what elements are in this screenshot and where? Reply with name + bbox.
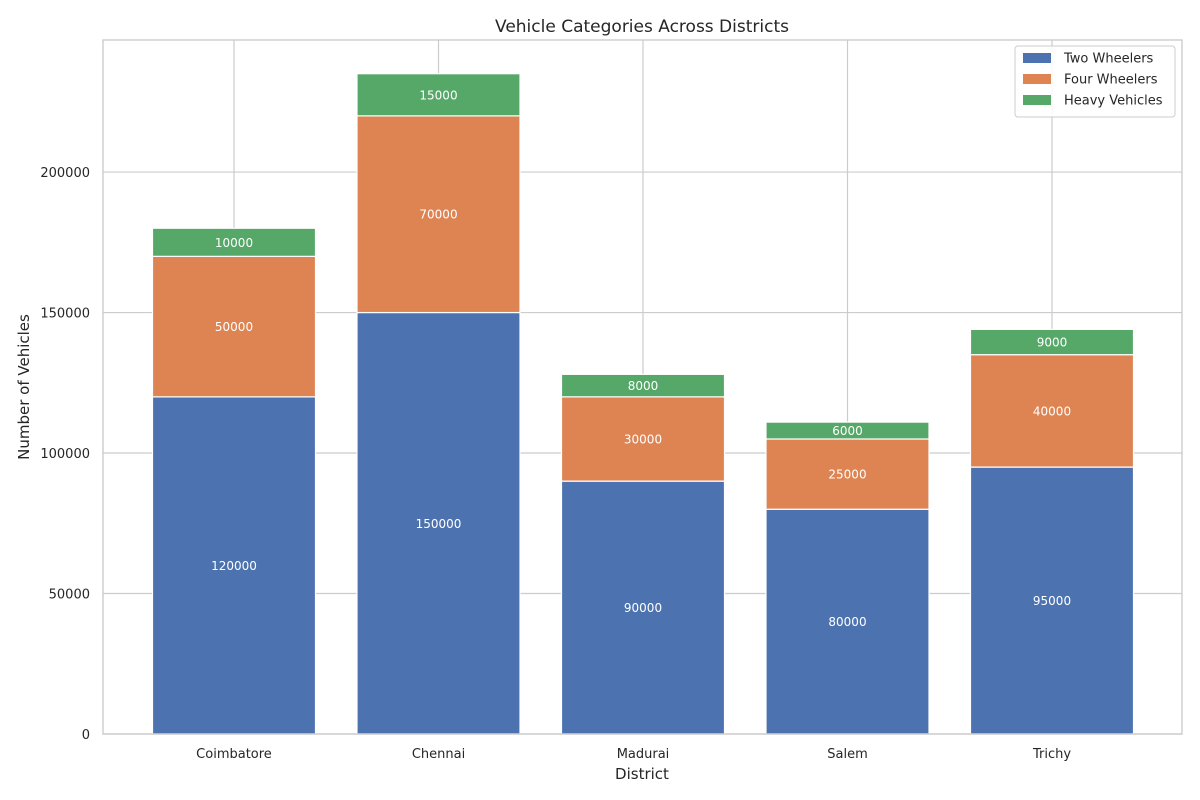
bar-value-label: 6000 xyxy=(832,424,863,438)
legend-swatch xyxy=(1023,53,1051,63)
legend-label: Heavy Vehicles xyxy=(1064,94,1163,109)
y-tick-label: 200000 xyxy=(40,166,90,181)
legend: Two Wheelers Four Wheelers Heavy Vehicles xyxy=(1014,45,1176,118)
bars-layer xyxy=(151,73,1135,735)
bar-value-label: 90000 xyxy=(624,601,662,615)
y-tick-label: 100000 xyxy=(40,447,90,462)
legend-swatch xyxy=(1023,95,1051,105)
legend-label: Four Wheelers xyxy=(1064,73,1158,88)
y-axis-label: Number of Vehicles xyxy=(15,314,33,460)
x-tick-label: Salem xyxy=(827,747,868,762)
ticks-layer: 0 50000 100000 150000 200000 Coimbatore Chenna… xyxy=(40,166,1071,762)
bar-value-label: 8000 xyxy=(628,379,659,393)
bar-segment xyxy=(356,311,521,735)
bar-segment xyxy=(560,396,726,482)
bar-segment xyxy=(765,438,930,510)
legend-label: Two Wheelers xyxy=(1063,52,1154,67)
bar-segment xyxy=(560,480,726,735)
bar-segment xyxy=(151,255,317,398)
x-tick-label: Madurai xyxy=(617,747,670,762)
bar-segment xyxy=(969,354,1135,468)
bar-segment xyxy=(356,115,521,314)
y-tick-label: 150000 xyxy=(40,307,90,322)
bar-value-label: 10000 xyxy=(215,236,253,250)
bar-value-label: 95000 xyxy=(1033,594,1071,608)
chart-title: Vehicle Categories Across Districts xyxy=(495,17,789,37)
legend-items: Two Wheelers Four Wheelers Heavy Vehicles xyxy=(1023,52,1163,109)
bar-value-label: 70000 xyxy=(419,208,457,222)
bar-labels-layer: 120000 50000 10000 150000 70000 15000 90000 300… xyxy=(211,88,1071,629)
x-tick-label: Chennai xyxy=(412,747,465,762)
bar-value-label: 50000 xyxy=(215,320,253,334)
x-axis-label: District xyxy=(615,765,669,783)
bar-segment xyxy=(356,73,521,117)
bar-segment xyxy=(969,328,1135,356)
y-tick-label: 50000 xyxy=(49,588,90,603)
legend-swatch xyxy=(1023,74,1051,84)
bar-value-label: 40000 xyxy=(1033,404,1071,418)
bar-segment xyxy=(969,466,1135,735)
bar-segment xyxy=(765,421,930,440)
bar-segment xyxy=(151,227,317,257)
bar-segment xyxy=(765,508,930,735)
plot-frame xyxy=(102,39,1183,735)
bar-value-label: 120000 xyxy=(211,559,257,573)
bar-value-label: 9000 xyxy=(1037,336,1068,350)
bar-value-label: 30000 xyxy=(624,432,662,446)
x-tick-label: Trichy xyxy=(1032,747,1071,762)
bar-value-label: 15000 xyxy=(419,88,457,102)
y-tick-label: 0 xyxy=(82,728,90,743)
x-tick-label: Coimbatore xyxy=(196,747,272,762)
bar-value-label: 80000 xyxy=(828,615,866,629)
bar-segment xyxy=(560,373,726,398)
bar-value-label: 150000 xyxy=(416,517,462,531)
bar-value-label: 25000 xyxy=(828,468,866,482)
legend-box xyxy=(1014,45,1176,118)
